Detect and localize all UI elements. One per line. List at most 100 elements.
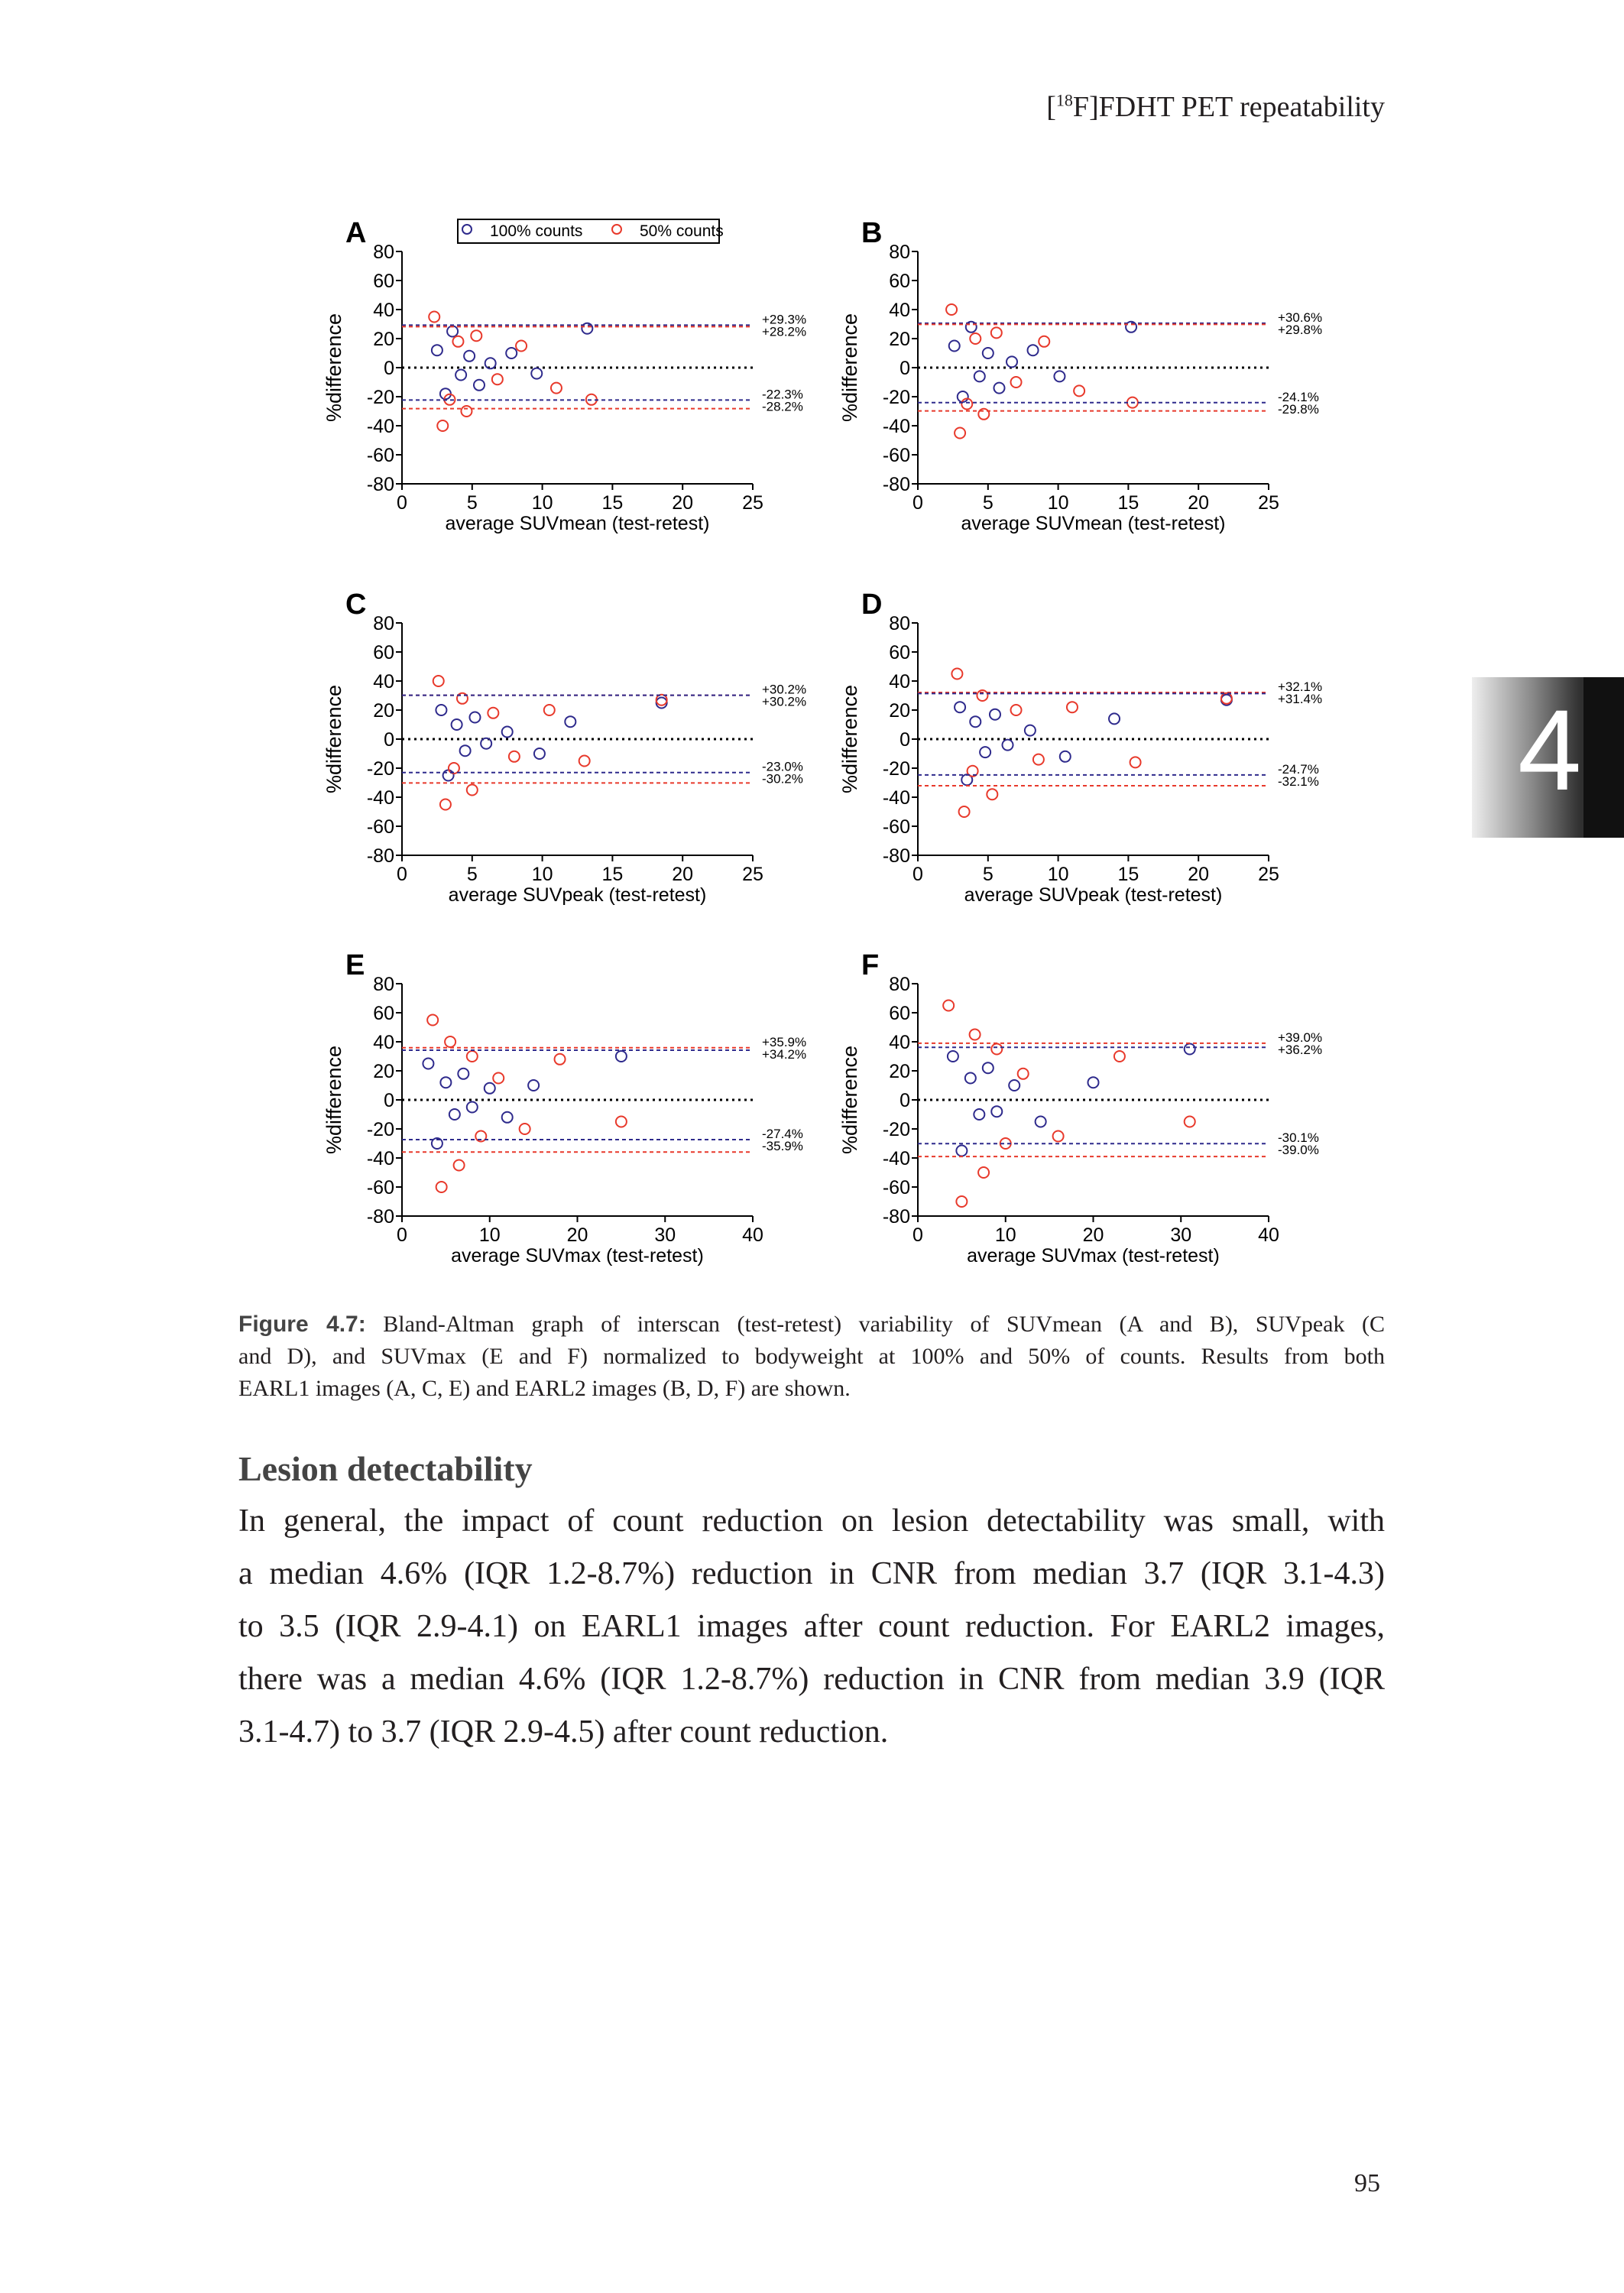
data-point <box>484 357 497 370</box>
x-tick-label: 15 <box>601 492 623 514</box>
x-tick-label: 5 <box>467 864 478 885</box>
body-line: 3.1-4.7) to 3.7 (IQR 2.9-4.5) after coun… <box>238 1714 889 1750</box>
data-point <box>436 420 449 432</box>
section: Lesion detectability In general, the imp… <box>238 1448 1385 1759</box>
data-point <box>1010 704 1023 716</box>
legend-marker <box>611 224 622 235</box>
data-point <box>452 1159 465 1172</box>
data-point <box>977 1166 990 1179</box>
panel-label: F <box>861 949 879 981</box>
x-tick-label: 0 <box>397 492 407 514</box>
panel-label: A <box>345 217 366 249</box>
data-point <box>942 999 955 1012</box>
y-tick-label: -60 <box>883 1177 910 1198</box>
data-point <box>578 754 591 767</box>
y-tick-label: -40 <box>367 787 394 809</box>
x-tick-label: 10 <box>532 864 553 885</box>
y-tick-label: -40 <box>883 416 910 437</box>
limit-label: +35.9% <box>762 1035 806 1049</box>
limit-label: +30.2% <box>762 695 806 709</box>
y-tick-label: 80 <box>889 974 910 995</box>
y-tick-label: 60 <box>373 1003 394 1024</box>
x-tick-label: 5 <box>467 492 478 514</box>
y-tick-label: -40 <box>883 1148 910 1169</box>
data-point <box>614 1050 627 1062</box>
limit-label: +32.1% <box>1278 679 1322 694</box>
y-tick-label: -20 <box>367 387 394 408</box>
data-point <box>530 367 543 380</box>
y-tick-label: 60 <box>889 1003 910 1024</box>
limit-label: +34.2% <box>762 1047 806 1062</box>
data-point <box>969 332 982 345</box>
data-point <box>1220 692 1233 705</box>
y-tick-label: 0 <box>384 358 394 379</box>
data-point <box>1129 756 1142 769</box>
x-axis-label: average SUVpeak (test-retest) <box>964 884 1223 906</box>
limit-label: +29.3% <box>762 312 806 326</box>
data-point <box>986 788 999 801</box>
legend-marker <box>462 224 472 235</box>
y-axis-label: %difference <box>323 313 345 422</box>
x-axis-label: average SUVmax (test-retest) <box>451 1245 704 1267</box>
x-tick-label: 10 <box>1048 492 1069 514</box>
caption-text: Bland-Altman graph of interscan (test-re… <box>365 1312 1385 1337</box>
data-point <box>1087 1076 1100 1089</box>
data-point <box>990 1043 1003 1056</box>
y-tick-label: -40 <box>883 787 910 809</box>
data-point <box>492 1072 505 1085</box>
data-point <box>507 750 520 763</box>
y-tick-label: -40 <box>367 416 394 437</box>
limit-label: -35.9% <box>762 1139 803 1153</box>
limit-label: -22.3% <box>762 387 803 401</box>
data-point <box>981 1062 994 1075</box>
limit-label: -27.4% <box>762 1127 803 1141</box>
data-point <box>976 689 989 702</box>
page-number: 95 <box>1354 2169 1380 2197</box>
x-tick-label: 40 <box>742 1224 763 1246</box>
y-tick-label: 20 <box>373 329 394 350</box>
caption-label: Figure 4.7: <box>238 1312 366 1337</box>
y-tick-label: 40 <box>889 671 910 692</box>
y-tick-label: 20 <box>373 700 394 722</box>
limit-label: -23.0% <box>762 760 803 774</box>
x-tick-label: 5 <box>983 492 994 514</box>
data-point <box>964 320 977 333</box>
data-point <box>505 347 518 359</box>
data-point <box>946 1050 959 1062</box>
panel-label: E <box>345 949 365 981</box>
data-point <box>954 426 967 439</box>
panel-label: B <box>861 217 882 249</box>
legend-label: 100% counts <box>490 222 582 240</box>
data-point <box>435 1181 448 1193</box>
data-point <box>468 711 481 724</box>
data-point <box>1073 384 1086 397</box>
x-tick-label: 0 <box>912 492 923 514</box>
limit-label: -24.1% <box>1278 390 1319 404</box>
paragraph: In general, the impact of count reductio… <box>238 1495 1385 1759</box>
x-axis-label: average SUVmean (test-retest) <box>446 513 710 534</box>
x-tick-label: 25 <box>742 864 763 885</box>
data-point <box>1053 370 1066 383</box>
y-tick-label: 60 <box>889 642 910 663</box>
body-line: there was a median 4.6% (IQR 1.2-8.7%) r… <box>238 1662 1385 1697</box>
data-point <box>951 667 964 680</box>
data-point <box>961 397 974 410</box>
data-point <box>428 310 441 323</box>
y-tick-label: -80 <box>883 1206 910 1228</box>
caption-line: and D), and SUVmax (E and F) normalized … <box>238 1344 1385 1369</box>
y-tick-label: 40 <box>373 300 394 321</box>
data-point <box>447 762 460 774</box>
y-tick-label: 80 <box>889 242 910 263</box>
y-tick-label: 20 <box>889 700 910 722</box>
x-tick-label: 20 <box>1188 864 1209 885</box>
data-point <box>452 335 465 348</box>
y-tick-label: -80 <box>883 474 910 495</box>
limit-label: -30.1% <box>1278 1130 1319 1145</box>
y-tick-label: -60 <box>883 816 910 838</box>
data-point <box>501 1111 514 1124</box>
data-point <box>422 1057 435 1070</box>
limit-label: +30.6% <box>1278 310 1322 325</box>
data-point <box>459 744 472 757</box>
data-point <box>1016 1067 1029 1080</box>
limit-label: +29.8% <box>1278 323 1322 337</box>
